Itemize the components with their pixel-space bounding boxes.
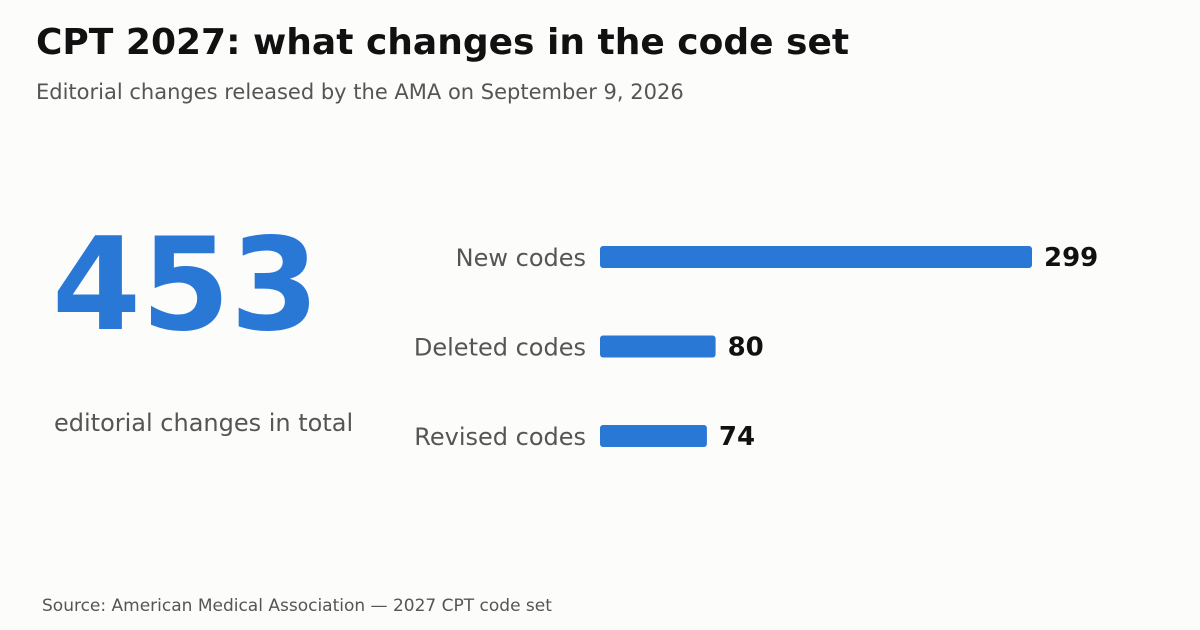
category-label: Deleted codes [414,334,586,362]
chart-subtitle: Editorial changes released by the AMA on… [36,80,684,104]
chart-title: CPT 2027: what changes in the code set [36,22,850,63]
value-label: 80 [728,333,764,363]
total-changes-number: 453 [52,211,320,360]
category-label: New codes [456,244,586,272]
total-changes-caption: editorial changes in total [54,409,354,437]
source-note: Source: American Medical Association — 2… [42,596,552,616]
bar [600,425,707,447]
value-label: 74 [719,422,755,452]
bar [600,246,1032,268]
bar [600,335,716,358]
value-label: 299 [1044,243,1098,273]
category-label: Revised codes [414,423,586,451]
